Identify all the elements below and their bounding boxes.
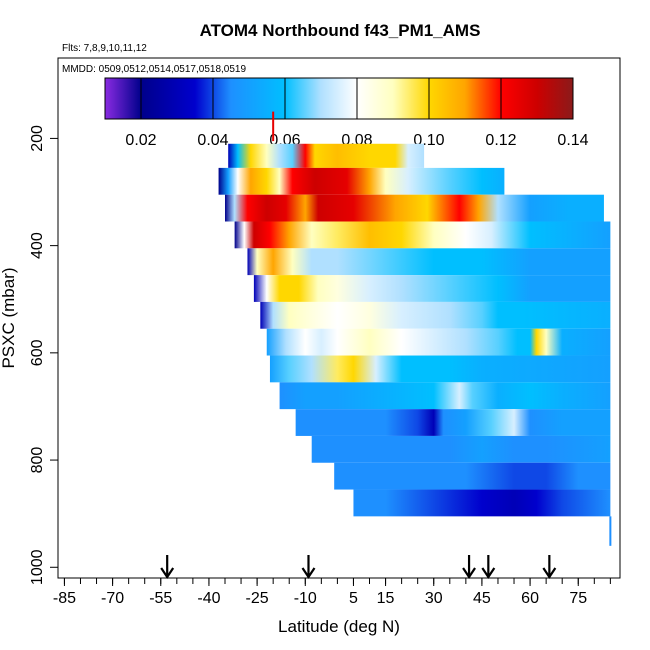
arrow-head — [462, 567, 476, 579]
x-tick-label: 60 — [521, 590, 539, 607]
heatmap-band — [279, 382, 611, 410]
x-tick-label: 30 — [425, 590, 443, 607]
y-tick-label: 800 — [29, 447, 46, 474]
heatmap-band — [247, 248, 611, 276]
arrow-head — [160, 567, 175, 579]
latitude-arrow — [160, 555, 175, 579]
heatmap-band — [224, 194, 604, 222]
heatmap-band — [269, 355, 611, 383]
x-tick-label: 15 — [377, 590, 395, 607]
y-axis: 200 400 600 800 1000 — [29, 125, 58, 585]
arrow-head — [301, 567, 316, 579]
colorbar-tick-label: 0.12 — [485, 132, 516, 149]
x-tick-label: -10 — [294, 590, 317, 607]
x-tick-label: -70 — [101, 590, 124, 607]
y-tick-label: 200 — [29, 125, 46, 152]
heatmap-area — [218, 111, 612, 546]
heatmap-spike — [609, 516, 612, 546]
heatmap-band — [295, 409, 611, 436]
colorbar-tick-label: 0.02 — [125, 132, 156, 149]
dates-label: MMDD: 0509,0512,0514,0517,0518,0519 — [62, 64, 246, 75]
heatmap-spike — [272, 111, 275, 142]
plot-frame — [57, 57, 621, 579]
colorbar-tick-label: 0.14 — [557, 132, 588, 149]
x-tick-label: -25 — [246, 590, 269, 607]
x-tick-label: 5 — [349, 590, 358, 607]
heatmap-band — [218, 167, 505, 195]
heatmap-band — [228, 143, 425, 168]
latitude-arrows — [160, 555, 557, 579]
arrow-head — [481, 567, 496, 579]
latitude-arrow — [542, 555, 557, 579]
y-tick-label: 1000 — [29, 549, 46, 585]
colorbar-tick-label: 0.04 — [197, 132, 228, 149]
y-axis-label: PSXC (mbar) — [0, 267, 18, 368]
latitude-arrow — [301, 555, 316, 579]
y-tick-label: 400 — [29, 232, 46, 259]
flights-label: Flts: 7,8,9,10,11,12 — [62, 43, 147, 54]
latitude-arrow — [462, 555, 476, 579]
y-tick-label: 600 — [29, 339, 46, 366]
heatmap-band — [353, 489, 611, 517]
x-tick-label: 75 — [569, 590, 587, 607]
x-axis-label: Latitude (deg N) — [278, 617, 400, 636]
x-tick-label: 45 — [473, 590, 491, 607]
colorbar-rect — [105, 78, 573, 119]
heatmap-band — [253, 275, 611, 302]
arrow-head — [542, 567, 557, 579]
x-tick-label: -55 — [149, 590, 172, 607]
heatmap-band — [266, 328, 611, 356]
heatmap-band — [311, 435, 611, 463]
heatmap-band — [260, 301, 611, 329]
x-axis: -85 -70 -55 -40 -25 -10 5 15 30 45 60 75 — [53, 578, 611, 607]
x-tick-label: -40 — [197, 590, 220, 607]
x-tick-label: -85 — [53, 590, 76, 607]
chart-title: ATOM4 Northbound f43_PM1_AMS — [200, 21, 481, 40]
heatmap-band — [334, 462, 611, 490]
latitude-arrow — [481, 555, 496, 579]
colorbar: 0.02 0.04 0.06 0.08 0.10 0.12 0.14 — [104, 77, 589, 149]
colorbar-border — [104, 77, 574, 120]
heatmap-band — [234, 221, 611, 249]
